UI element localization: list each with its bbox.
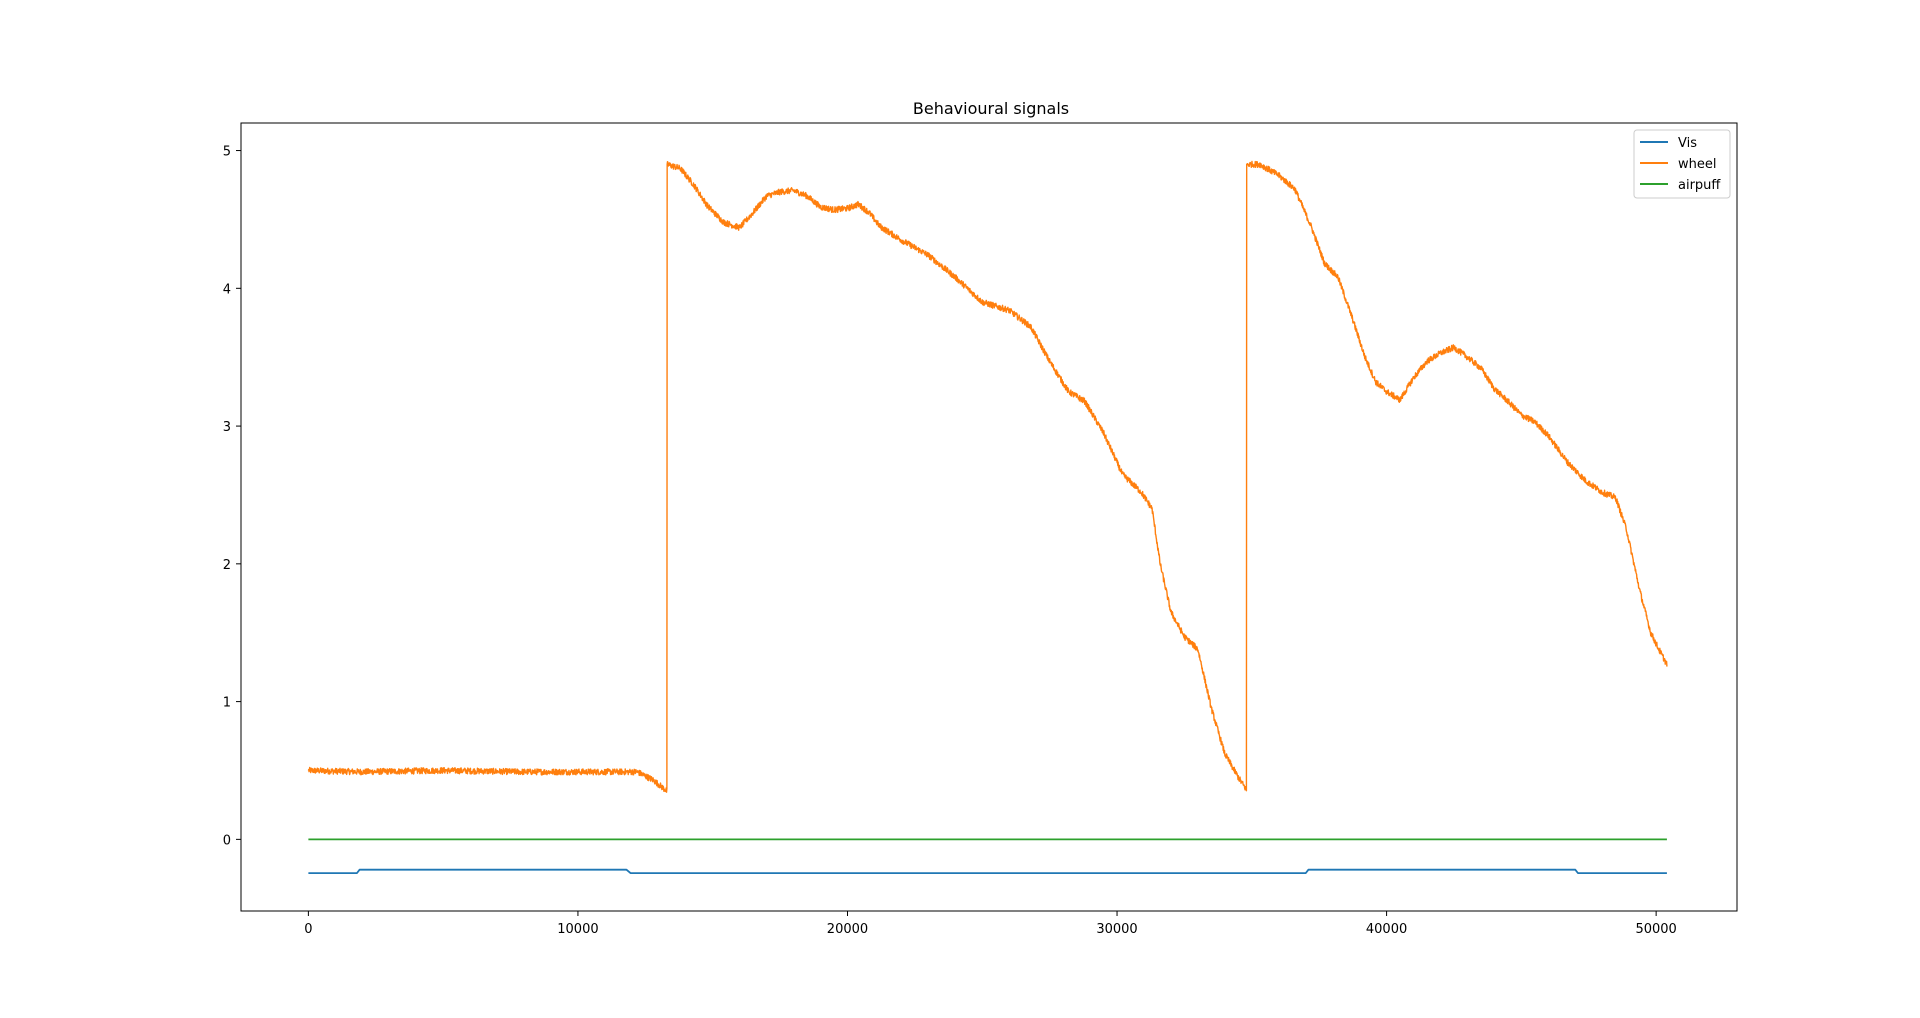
y-tick-label: 3: [223, 420, 231, 435]
y-axis: 0 1 2 3 4 5: [223, 145, 241, 848]
legend: Vis wheel airpuff: [1633, 129, 1731, 199]
y-tick-label: 5: [223, 145, 231, 160]
series-line-wheel: [307, 160, 1668, 793]
plot-area: [307, 160, 1668, 875]
x-tick-label: 30000: [1096, 922, 1137, 937]
x-axis: 0 10000 20000 30000 40000 50000: [304, 911, 1677, 937]
y-tick-label: 1: [223, 696, 231, 711]
x-tick-label: 0: [304, 922, 312, 937]
x-tick-label: 10000: [557, 922, 598, 937]
legend-label-wheel: wheel: [1678, 157, 1716, 172]
y-tick-label: 0: [223, 833, 231, 848]
x-tick-label: 50000: [1635, 922, 1676, 937]
x-tick-label: 20000: [827, 922, 868, 937]
x-tick-label: 40000: [1366, 922, 1407, 937]
legend-box: [1633, 129, 1731, 199]
series-line-vis: [308, 868, 1667, 875]
axes-frame: [240, 122, 1738, 912]
chart-title: Behavioural signals: [913, 99, 1069, 118]
y-tick-label: 2: [223, 558, 231, 573]
legend-label-vis: Vis: [1678, 136, 1697, 151]
y-tick-label: 4: [223, 282, 231, 297]
legend-label-airpuff: airpuff: [1678, 178, 1721, 193]
